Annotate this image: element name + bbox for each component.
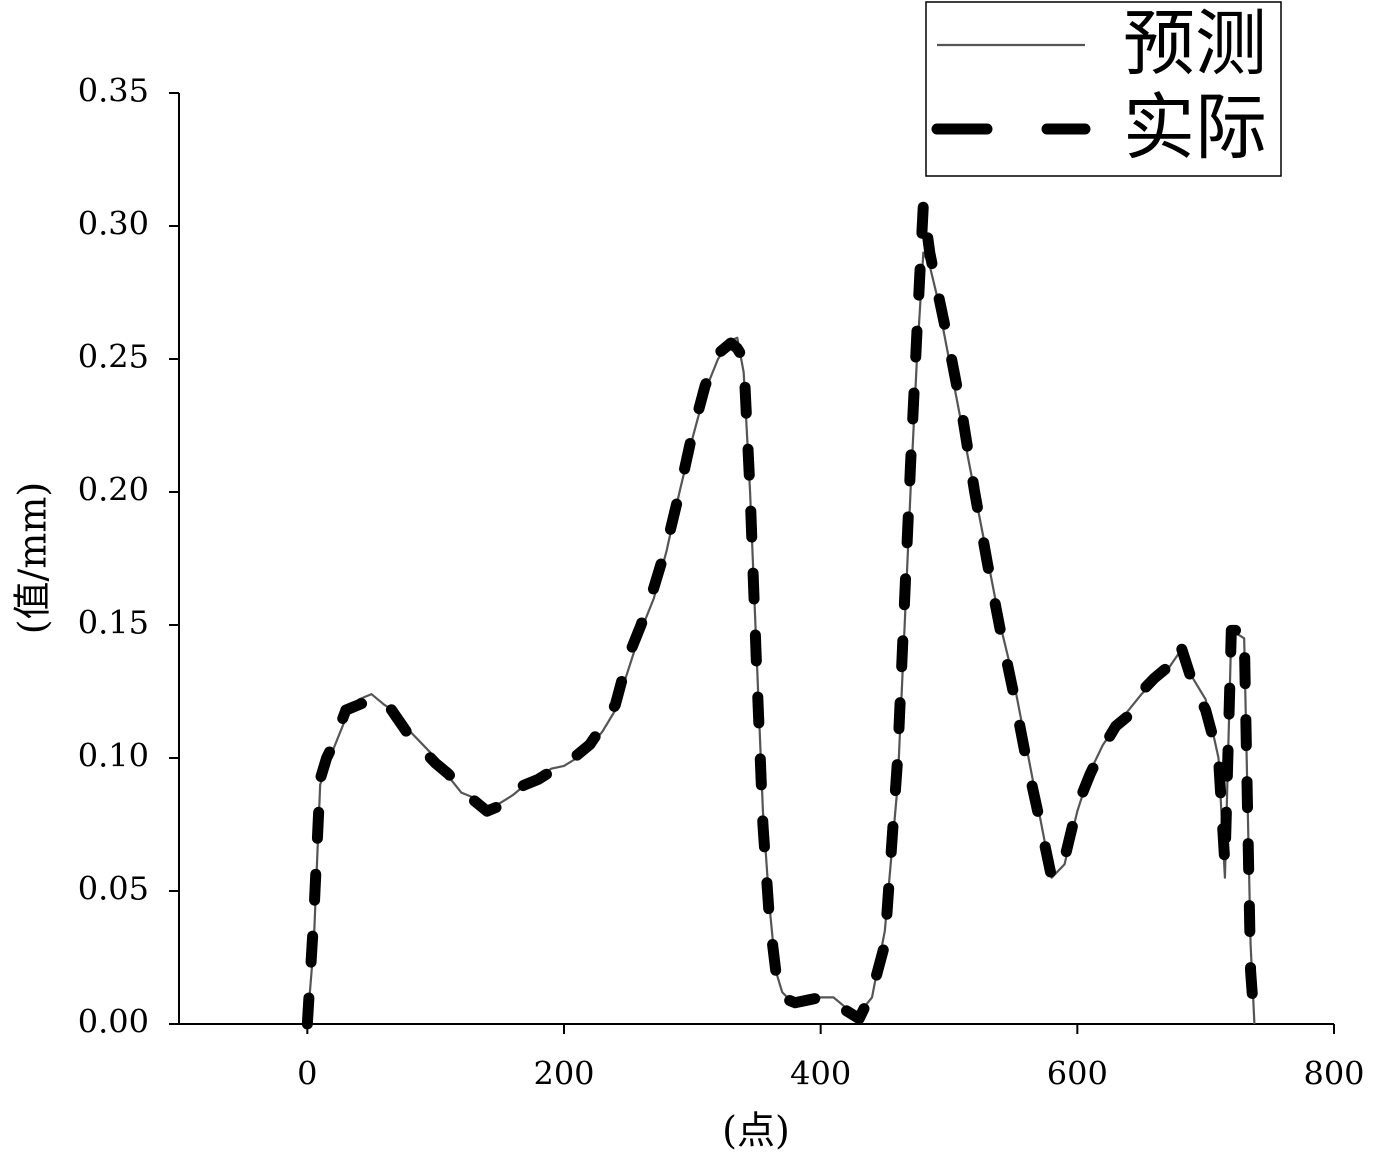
series-line bbox=[306, 251, 1256, 1025]
y-tick-label: 0.05 bbox=[78, 870, 149, 908]
series-line bbox=[301, 199, 1260, 1030]
y-tick-label: 0.20 bbox=[78, 471, 149, 509]
x-tick-label: 800 bbox=[1303, 1055, 1364, 1093]
y-tick-label: 0.35 bbox=[78, 72, 149, 110]
x-axis-label: (点) bbox=[722, 1109, 790, 1153]
y-tick-label: 0.00 bbox=[78, 1003, 149, 1041]
x-tick-label: 200 bbox=[533, 1055, 594, 1093]
legend-label: 实际 bbox=[1123, 86, 1267, 170]
y-axis-label: (值/mm) bbox=[11, 482, 55, 635]
x-tick-label: 400 bbox=[790, 1055, 851, 1093]
legend-label: 预测 bbox=[1123, 2, 1267, 86]
y-tick-label: 0.10 bbox=[78, 737, 149, 775]
y-tick-label: 0.15 bbox=[78, 604, 149, 642]
y-tick-label: 0.25 bbox=[78, 338, 149, 376]
x-tick-label: 0 bbox=[297, 1055, 317, 1093]
y-tick-label: 0.30 bbox=[78, 205, 149, 243]
x-tick-label: 600 bbox=[1047, 1055, 1108, 1093]
legend-box bbox=[925, 1, 1282, 177]
